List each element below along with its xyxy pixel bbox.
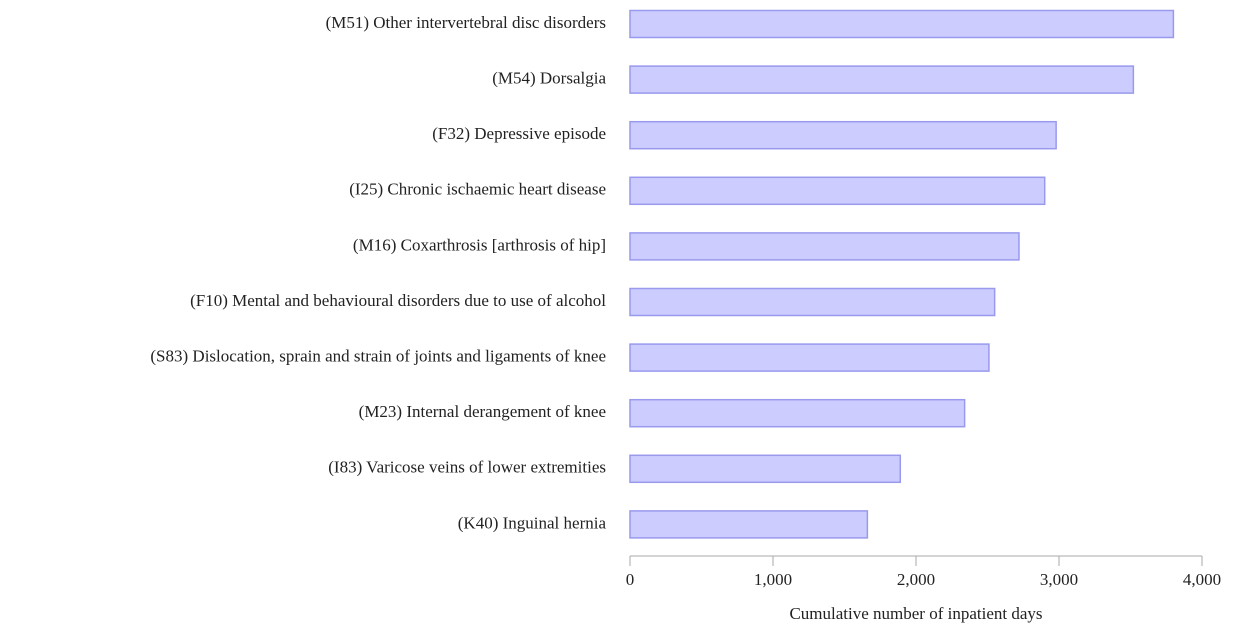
y-tick-label: (F32) Depressive episode	[432, 124, 606, 143]
bar	[629, 120, 1057, 150]
bar	[629, 65, 1135, 94]
bar	[629, 176, 1046, 206]
x-tick-label: 4,000	[1183, 570, 1221, 589]
bar	[629, 398, 966, 428]
x-tick-label: 0	[626, 570, 635, 589]
y-tick-label: (M54) Dorsalgia	[492, 69, 606, 88]
y-tick-label: (M23) Internal derangement of knee	[359, 402, 606, 421]
x-tick-label: 1,000	[754, 570, 792, 589]
bar	[629, 232, 1020, 261]
bar	[629, 454, 902, 484]
y-tick-label: (S83) Dislocation, sprain and strain of …	[150, 347, 606, 366]
bar	[629, 287, 996, 317]
x-tick-label: 2,000	[897, 570, 935, 589]
y-tick-label: (M51) Other intervertebral disc disorder…	[326, 13, 606, 32]
y-tick-label: (I83) Varicose veins of lower extremitie…	[328, 458, 606, 477]
bar	[629, 9, 1175, 39]
x-axis-title: Cumulative number of inpatient days	[789, 604, 1042, 623]
y-tick-label: (I25) Chronic ischaemic heart disease	[349, 180, 606, 199]
x-tick-label: 3,000	[1040, 570, 1078, 589]
y-tick-label: (M16) Coxarthrosis [arthrosis of hip]	[353, 235, 606, 254]
bar	[629, 343, 990, 372]
y-tick-label: (K40) Inguinal hernia	[458, 513, 607, 532]
y-tick-label: (F10) Mental and behavioural disorders d…	[190, 291, 606, 310]
bar	[629, 510, 869, 539]
